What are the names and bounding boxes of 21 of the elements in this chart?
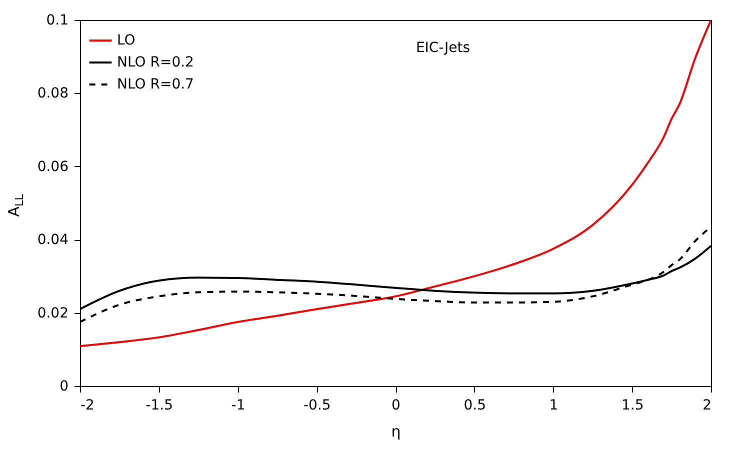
legend-label: NLO R=0.7 — [117, 76, 194, 92]
x-tick-label: 0 — [392, 398, 400, 414]
y-tick-label: 0.1 — [46, 12, 68, 28]
x-tick-label: 1 — [549, 398, 558, 414]
x-tick-label: -1.5 — [146, 398, 174, 414]
x-axis-title: η — [391, 422, 401, 440]
x-tick-label: 0.5 — [464, 398, 486, 414]
annotation: EIC-Jets — [416, 40, 470, 56]
legend-label: LO — [117, 32, 136, 48]
y-tick-label: 0.06 — [37, 158, 69, 175]
x-tick-label: 2 — [702, 398, 712, 414]
x-tick-label: -0.5 — [303, 398, 331, 414]
x-tick-label: -2 — [80, 398, 94, 414]
y-tick-label: 0.04 — [37, 232, 69, 248]
x-tick-label: -1 — [231, 398, 246, 414]
y-tick-label: 0 — [60, 378, 68, 394]
line-series — [80, 20, 711, 348]
y-tick-label: 0.08 — [37, 86, 68, 102]
x-tick-label: 1.5 — [621, 398, 644, 414]
y-tick-label: 0.02 — [37, 305, 68, 322]
legend-label: NLO R=0.2 — [117, 54, 194, 70]
